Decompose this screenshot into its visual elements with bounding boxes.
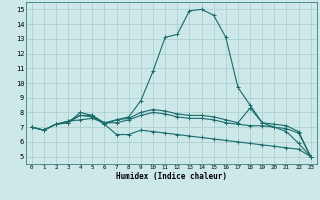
X-axis label: Humidex (Indice chaleur): Humidex (Indice chaleur) xyxy=(116,172,227,181)
